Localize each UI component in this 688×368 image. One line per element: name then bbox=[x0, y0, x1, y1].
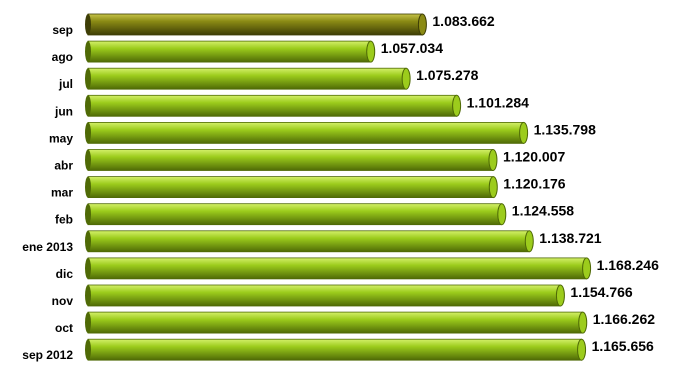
bar-left-cap bbox=[85, 149, 91, 171]
value-label: 1.168.246 bbox=[597, 257, 659, 273]
bar-body bbox=[87, 122, 525, 144]
category-label: abr bbox=[54, 159, 73, 173]
value-labels: 1.083.662 1.057.034 1.075.278 1.101.284 1.13… bbox=[381, 13, 659, 354]
bar-body bbox=[87, 67, 407, 90]
bar-may bbox=[85, 121, 529, 144]
bar-body bbox=[87, 338, 582, 361]
category-label: mar bbox=[51, 186, 73, 200]
bar-right-cap bbox=[452, 94, 462, 117]
bar-body bbox=[87, 284, 561, 307]
value-label: 1.057.034 bbox=[381, 40, 443, 56]
bar-ene-2013 bbox=[85, 230, 534, 253]
bar-body bbox=[87, 149, 494, 171]
value-label: 1.075.278 bbox=[416, 67, 478, 83]
bar-abr bbox=[85, 149, 498, 171]
bar-right-cap bbox=[488, 149, 498, 171]
bar-body bbox=[87, 257, 587, 280]
value-label: 1.124.558 bbox=[512, 203, 574, 219]
bar-ago bbox=[85, 40, 376, 63]
value-label: 1.120.176 bbox=[503, 176, 565, 192]
value-label: 1.165.656 bbox=[592, 338, 654, 354]
bar-body bbox=[87, 230, 530, 253]
category-label: jun bbox=[54, 104, 73, 118]
bar-right-cap bbox=[524, 230, 534, 253]
bar-left-cap bbox=[85, 339, 91, 361]
bar-right-cap bbox=[401, 67, 411, 90]
category-label: feb bbox=[55, 213, 73, 227]
category-label: oct bbox=[55, 321, 73, 335]
bars-group bbox=[85, 13, 592, 361]
bar-body bbox=[87, 311, 584, 334]
bar-sep-2012 bbox=[85, 338, 587, 361]
value-label: 1.166.262 bbox=[593, 311, 655, 327]
bar-left-cap bbox=[85, 230, 91, 252]
bar-right-cap bbox=[366, 40, 376, 63]
value-label: 1.135.798 bbox=[534, 121, 596, 137]
bar-right-cap bbox=[555, 284, 565, 307]
bar-body bbox=[87, 13, 423, 36]
category-label: nov bbox=[52, 294, 74, 308]
bar-body bbox=[87, 203, 503, 226]
category-label: ago bbox=[52, 50, 73, 64]
category-label: dic bbox=[56, 267, 74, 281]
bar-jul bbox=[85, 67, 411, 90]
category-label: sep 2012 bbox=[22, 348, 73, 362]
bar-right-cap bbox=[578, 311, 588, 334]
bar-body bbox=[87, 40, 372, 63]
bar-left-cap bbox=[85, 68, 91, 90]
category-label: sep bbox=[52, 23, 73, 37]
bar-sep bbox=[85, 13, 427, 36]
category-label: ene 2013 bbox=[22, 240, 73, 254]
bar-left-cap bbox=[85, 203, 91, 225]
bar-nov bbox=[85, 284, 565, 307]
bar-body bbox=[87, 176, 494, 199]
value-label: 1.101.284 bbox=[467, 94, 529, 110]
bar-body bbox=[87, 94, 458, 117]
bar-left-cap bbox=[85, 257, 91, 279]
bar-left-cap bbox=[85, 285, 91, 306]
value-label: 1.083.662 bbox=[432, 13, 494, 29]
bar-right-cap bbox=[577, 338, 587, 361]
bar-right-cap bbox=[417, 13, 427, 36]
bar-jun bbox=[85, 94, 462, 117]
bar-left-cap bbox=[85, 176, 91, 198]
category-label: jul bbox=[58, 77, 73, 91]
category-label: may bbox=[49, 131, 73, 145]
value-label: 1.120.007 bbox=[503, 149, 565, 165]
bar-dic bbox=[85, 257, 592, 280]
bar-feb bbox=[85, 203, 507, 226]
value-label: 1.138.721 bbox=[539, 230, 601, 246]
category-labels: sep ago jul jun may abr mar feb ene 2013 dic nov oc… bbox=[22, 23, 73, 362]
bar-right-cap bbox=[582, 257, 592, 280]
value-label: 1.154.766 bbox=[570, 284, 632, 300]
bar-left-cap bbox=[85, 95, 91, 117]
bar-right-cap bbox=[519, 121, 529, 144]
bar-left-cap bbox=[85, 312, 91, 334]
bar-left-cap bbox=[85, 41, 91, 63]
bar-left-cap bbox=[85, 14, 91, 35]
bar-oct bbox=[85, 311, 588, 334]
bar-left-cap bbox=[85, 122, 91, 144]
bar-mar bbox=[85, 176, 498, 199]
bar-right-cap bbox=[488, 176, 498, 199]
bar-right-cap bbox=[497, 203, 507, 226]
